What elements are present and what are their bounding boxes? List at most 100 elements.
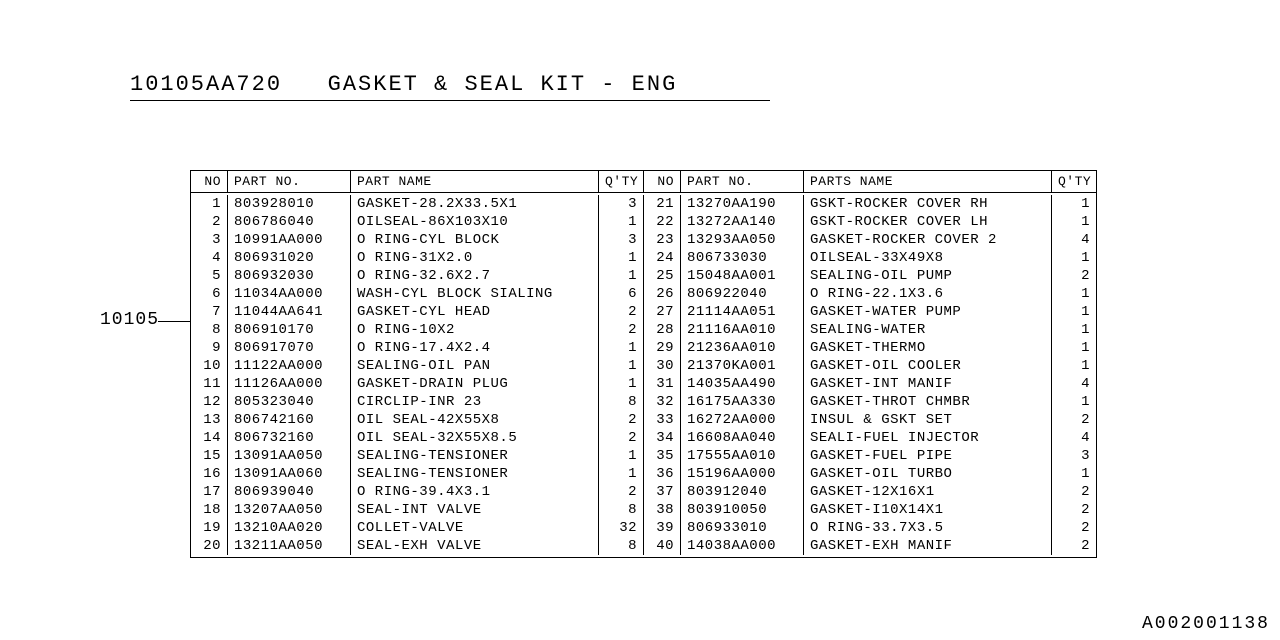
- cell-partno: 13091AA060: [228, 465, 351, 483]
- cell-partname: GASKET-THROT CHMBR: [804, 393, 1052, 411]
- cell-partno: 13272AA140: [681, 213, 804, 231]
- cell-qty: 1: [1052, 285, 1096, 303]
- cell-partname: O RING-CYL BLOCK: [351, 231, 599, 249]
- cell-partname: SEALING-TENSIONER: [351, 465, 599, 483]
- cell-partno: 806910170: [228, 321, 351, 339]
- cell-partno: 21236AA010: [681, 339, 804, 357]
- table-row: 711044AA641GASKET-CYL HEAD22721114AA051G…: [191, 303, 1096, 321]
- cell-partno: 806733030: [681, 249, 804, 267]
- cell-partno: 806939040: [228, 483, 351, 501]
- cell-partname: O RING-39.4X3.1: [351, 483, 599, 501]
- cell-qty: 1: [599, 249, 644, 267]
- cell-partname: O RING-10X2: [351, 321, 599, 339]
- cell-partname: SEAL-EXH VALVE: [351, 537, 599, 555]
- cell-qty: 2: [1052, 537, 1096, 555]
- cell-partno: 13211AA050: [228, 537, 351, 555]
- cell-partname: OIL SEAL-42X55X8: [351, 411, 599, 429]
- cell-partname: SEALING-OIL PUMP: [804, 267, 1052, 285]
- title-text: GASKET & SEAL KIT - ENG: [328, 72, 678, 97]
- cell-no: 27: [644, 303, 681, 321]
- cell-partname: GSKT-ROCKER COVER RH: [804, 195, 1052, 213]
- cell-partno: 806922040: [681, 285, 804, 303]
- cell-no: 35: [644, 447, 681, 465]
- cell-qty: 4: [1052, 429, 1096, 447]
- cell-qty: 1: [599, 447, 644, 465]
- cell-partname: WASH-CYL BLOCK SIALING: [351, 285, 599, 303]
- hdr-partno-right: PART NO.: [681, 171, 804, 193]
- cell-partno: 16175AA330: [681, 393, 804, 411]
- cell-no: 6: [191, 285, 228, 303]
- cell-no: 1: [191, 195, 228, 213]
- cell-partno: 806933010: [681, 519, 804, 537]
- cell-no: 26: [644, 285, 681, 303]
- cell-partno: 13270AA190: [681, 195, 804, 213]
- cell-qty: 1: [1052, 321, 1096, 339]
- cell-qty: 3: [599, 195, 644, 213]
- cell-no: 28: [644, 321, 681, 339]
- page: 10105AA720 GASKET & SEAL KIT - ENG 10105…: [0, 0, 1280, 640]
- cell-partname: GASKET-INT MANIF: [804, 375, 1052, 393]
- cell-qty: 2: [1052, 501, 1096, 519]
- cell-partno: 806931020: [228, 249, 351, 267]
- cell-qty: 2: [1052, 267, 1096, 285]
- cell-qty: 3: [599, 231, 644, 249]
- cell-qty: 1: [599, 465, 644, 483]
- cell-partname: GASKET-12X16X1: [804, 483, 1052, 501]
- cell-partno: 13293AA050: [681, 231, 804, 249]
- cell-no: 9: [191, 339, 228, 357]
- cell-no: 4: [191, 249, 228, 267]
- table-body: 1803928010GASKET-28.2X33.5X132113270AA19…: [191, 193, 1096, 557]
- table-row: 1011122AA000SEALING-OIL PAN13021370KA001…: [191, 357, 1096, 375]
- cell-partname: GASKET-DRAIN PLUG: [351, 375, 599, 393]
- table-row: 17806939040O RING-39.4X3.1237803912040GA…: [191, 483, 1096, 501]
- cell-no: 8: [191, 321, 228, 339]
- cell-no: 3: [191, 231, 228, 249]
- cell-qty: 3: [1052, 447, 1096, 465]
- table-row: 1111126AA000GASKET-DRAIN PLUG13114035AA4…: [191, 375, 1096, 393]
- cell-partname: GASKET-OIL TURBO: [804, 465, 1052, 483]
- cell-partno: 13091AA050: [228, 447, 351, 465]
- cell-partname: OILSEAL-86X103X10: [351, 213, 599, 231]
- cell-qty: 8: [599, 537, 644, 555]
- cell-no: 14: [191, 429, 228, 447]
- cell-partno: 13210AA020: [228, 519, 351, 537]
- cell-partname: GASKET-CYL HEAD: [351, 303, 599, 321]
- cell-no: 5: [191, 267, 228, 285]
- table-row: 1813207AA050SEAL-INT VALVE838803910050GA…: [191, 501, 1096, 519]
- cell-no: 40: [644, 537, 681, 555]
- hdr-partname-right: PARTS NAME: [804, 171, 1052, 193]
- cell-qty: 4: [1052, 231, 1096, 249]
- cell-no: 37: [644, 483, 681, 501]
- cell-no: 13: [191, 411, 228, 429]
- cell-no: 2: [191, 213, 228, 231]
- cell-partname: GASKET-ROCKER COVER 2: [804, 231, 1052, 249]
- cell-no: 19: [191, 519, 228, 537]
- cell-qty: 2: [599, 429, 644, 447]
- cell-partname: GASKET-WATER PUMP: [804, 303, 1052, 321]
- cell-partno: 10991AA000: [228, 231, 351, 249]
- cell-qty: 1: [1052, 339, 1096, 357]
- callout-line: [158, 321, 190, 322]
- hdr-qty-left: Q'TY: [599, 171, 644, 193]
- cell-no: 10: [191, 357, 228, 375]
- cell-qty: 1: [1052, 195, 1096, 213]
- cell-partno: 16608AA040: [681, 429, 804, 447]
- cell-qty: 1: [1052, 303, 1096, 321]
- cell-partname: GASKET-28.2X33.5X1: [351, 195, 599, 213]
- cell-no: 29: [644, 339, 681, 357]
- callout-number: 10105: [100, 310, 159, 330]
- cell-partname: O RING-22.1X3.6: [804, 285, 1052, 303]
- title-part-no: 10105AA720: [130, 72, 282, 97]
- table-row: 1613091AA060SEALING-TENSIONER13615196AA0…: [191, 465, 1096, 483]
- cell-partname: GASKET-I10X14X1: [804, 501, 1052, 519]
- cell-partno: 21116AA010: [681, 321, 804, 339]
- cell-no: 23: [644, 231, 681, 249]
- cell-partno: 11044AA641: [228, 303, 351, 321]
- cell-qty: 2: [599, 483, 644, 501]
- table-row: 13806742160OIL SEAL-42X55X823316272AA000…: [191, 411, 1096, 429]
- cell-partno: 806917070: [228, 339, 351, 357]
- cell-partno: 806932030: [228, 267, 351, 285]
- cell-qty: 1: [1052, 357, 1096, 375]
- cell-partname: COLLET-VALVE: [351, 519, 599, 537]
- table-row: 2806786040OILSEAL-86X103X1012213272AA140…: [191, 213, 1096, 231]
